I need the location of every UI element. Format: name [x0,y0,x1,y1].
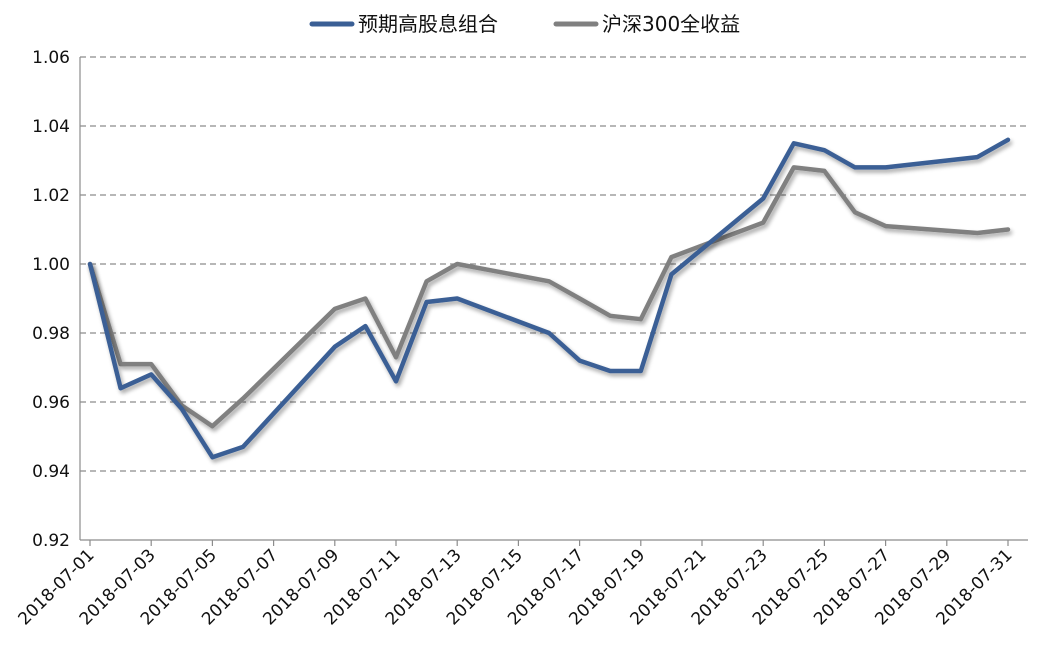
y-tick-label: 1.00 [32,255,70,275]
legend-label: 沪深300全收益 [602,12,740,36]
y-tick-label: 0.92 [32,531,70,551]
y-tick-label: 0.96 [32,393,70,413]
series-lines [87,137,1011,460]
y-tick-label: 1.06 [32,48,70,68]
y-tick-label: 0.98 [32,324,70,344]
y-tick-label: 1.02 [32,186,70,206]
y-axis: 0.92 0.94 0.96 0.98 1.00 1.02 1.04 1.06 [32,48,81,551]
chart-legend: 预期高股息组合 沪深300全收益 [309,12,740,36]
legend-label: 预期高股息组合 [358,12,498,36]
series-line-1 [87,165,1011,429]
gridlines [80,56,1028,472]
y-tick-label: 1.04 [32,117,70,137]
series-line-0 [87,137,1011,460]
y-tick-label: 0.94 [32,462,70,482]
x-axis: 2018-07-012018-07-032018-07-052018-07-07… [15,539,1028,629]
